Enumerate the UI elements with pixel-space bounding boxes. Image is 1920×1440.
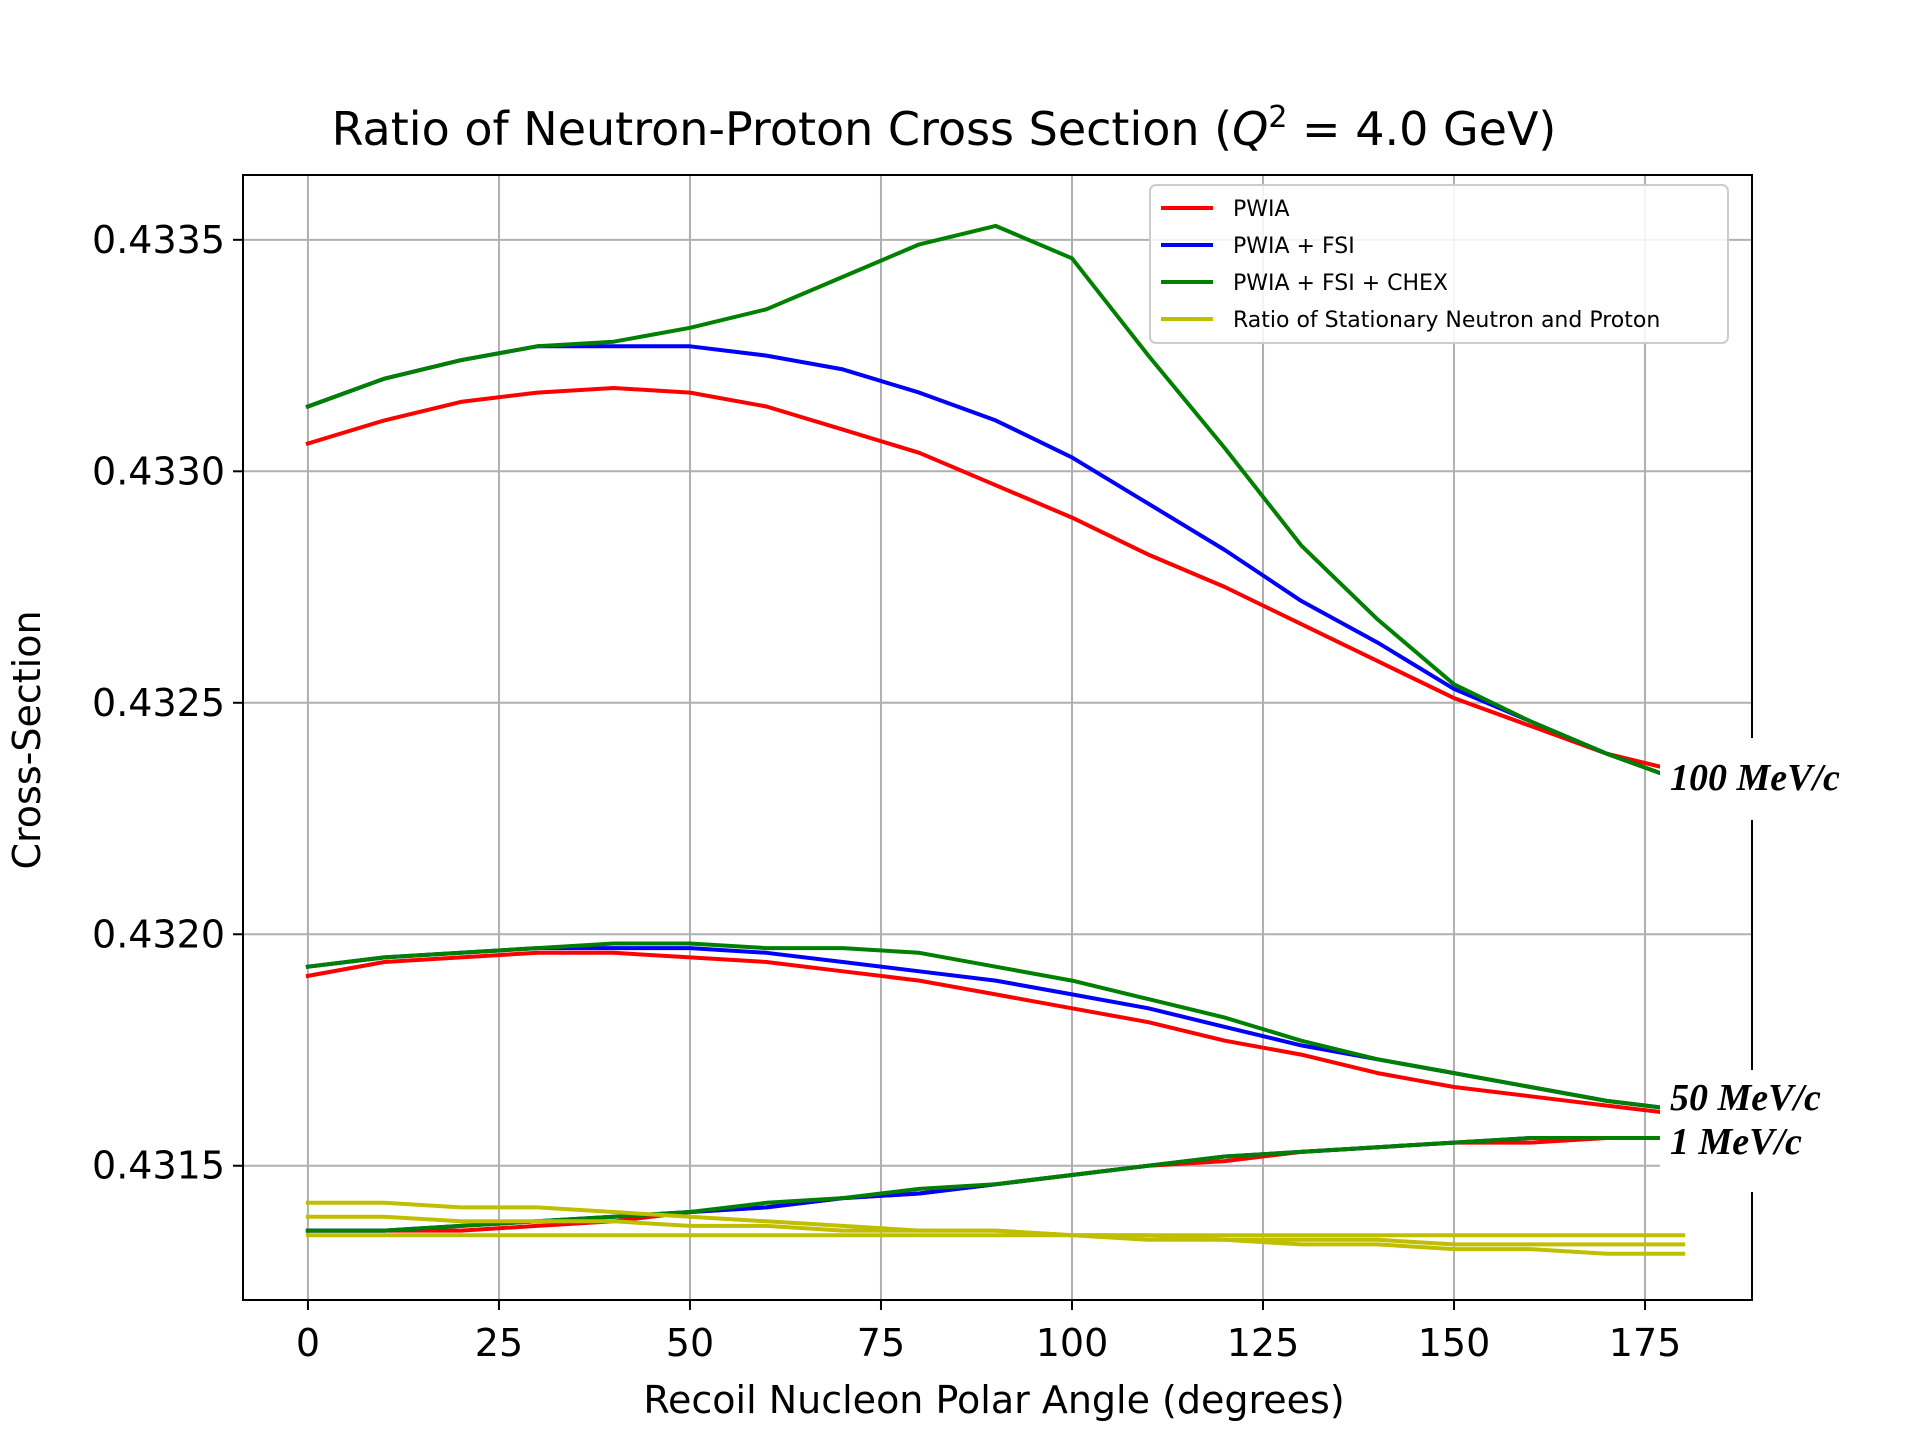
y-axis-label: Cross-Section (5, 610, 49, 869)
y-tick-label: 0.4335 (92, 218, 225, 262)
annotation-50: 50 MeV/c (1670, 1077, 1821, 1119)
legend: PWIA PWIA + FSI PWIA + FSI + CHEX Ratio … (1149, 184, 1729, 344)
y-axis-ticks: 0.4315 0.4320 0.4325 0.4330 0.4335 (92, 218, 243, 1188)
y-tick-label: 0.4330 (92, 449, 225, 493)
annotation-100-background (1660, 738, 1880, 820)
x-tick-label: 125 (1227, 1321, 1300, 1365)
title-rest: = 4.0 GeV) (1287, 102, 1556, 156)
legend-label-pwia-fsi-chex: PWIA + FSI + CHEX (1233, 271, 1448, 296)
series-line-50-mev-c-5 (305, 941, 1686, 1113)
annotation-1: 1 MeV/c (1670, 1121, 1802, 1163)
x-tick-label: 75 (857, 1321, 905, 1365)
x-tick-label: 150 (1418, 1321, 1491, 1365)
x-tick-label: 175 (1609, 1321, 1682, 1365)
series-line-50-mev-c-3 (305, 950, 1686, 1118)
title-q: Q (1232, 102, 1268, 156)
legend-label-stationary-ratio: Ratio of Stationary Neutron and Proton (1233, 308, 1660, 333)
grid-lines (243, 175, 1752, 1300)
x-tick-label: 50 (666, 1321, 714, 1365)
x-tick-label: 0 (296, 1321, 320, 1365)
x-axis-label: Recoil Nucleon Polar Angle (degrees) (643, 1378, 1344, 1422)
x-tick-label: 25 (475, 1321, 523, 1365)
legend-label-pwia: PWIA (1233, 197, 1290, 222)
x-axis-ticks: 0 25 50 75 100 125 150 175 (296, 1300, 1681, 1365)
annotation-50-background (1660, 1070, 1880, 1192)
annotation-100: 100 MeV/c (1670, 757, 1840, 799)
title-main: Ratio of Neutron-Proton Cross Section ( (332, 102, 1233, 156)
x-tick-label: 100 (1036, 1321, 1109, 1365)
series-line-100-mev-c-2 (305, 223, 1686, 785)
series-line-50-mev-c-10 (305, 1214, 1686, 1247)
momentum-annotations: 100 MeV/c 50 MeV/c 1 MeV/c (1660, 738, 1880, 1192)
plot-frame (242, 174, 1753, 1301)
y-tick-label: 0.4325 (92, 681, 225, 725)
chart-title: Ratio of Neutron-Proton Cross Section (Q… (332, 100, 1557, 156)
title-exponent: 2 (1268, 100, 1287, 135)
legend-box (1149, 184, 1729, 344)
legend-label-pwia-fsi: PWIA + FSI (1233, 234, 1355, 259)
series-line-100-mev-c-0 (305, 386, 1686, 775)
series-lines (305, 223, 1686, 1256)
y-tick-label: 0.4320 (92, 912, 225, 956)
y-tick-label: 0.4315 (92, 1144, 225, 1188)
